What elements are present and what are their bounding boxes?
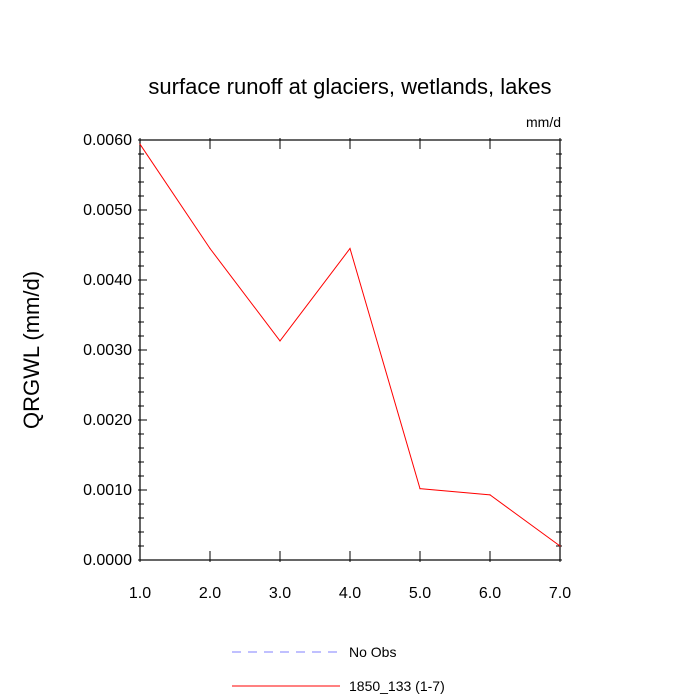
- legend-label-no-obs: No Obs: [349, 644, 396, 660]
- data-point: [419, 488, 421, 490]
- x-tick-label: 5.0: [409, 585, 431, 602]
- data-point: [559, 545, 561, 547]
- y-tick-label: 0.0050: [83, 202, 132, 219]
- x-axis-tick-labels: 1.0 2.0 3.0 4.0 5.0 6.0 7.0: [129, 585, 571, 602]
- legend: No Obs 1850_133 (1-7): [232, 644, 445, 694]
- x-tick-label: 2.0: [199, 585, 221, 602]
- series-layer: [139, 143, 561, 547]
- data-point: [349, 247, 351, 250]
- data-point: [489, 494, 491, 496]
- x-tick-label: 3.0: [269, 585, 291, 602]
- y-axis-ticks: [138, 139, 562, 561]
- y-tick-label: 0.0020: [83, 412, 132, 429]
- y-axis-tick-labels: 0.0000 0.0010 0.0020 0.0030 0.0040 0.0050 0.00…: [83, 132, 132, 569]
- x-tick-label: 6.0: [479, 585, 501, 602]
- chart-title: surface runoff at glaciers, wetlands, la…: [148, 74, 551, 99]
- x-tick-label: 4.0: [339, 585, 361, 602]
- y-tick-label: 0.0030: [83, 342, 132, 359]
- y-tick-label: 0.0060: [83, 132, 132, 149]
- data-point: [279, 340, 281, 342]
- units-label: mm/d: [526, 114, 561, 130]
- x-axis-ticks: [139, 138, 561, 562]
- data-point: [209, 247, 211, 250]
- plot-frame: [139, 139, 561, 561]
- y-axis-label: QRGWL (mm/d): [19, 271, 44, 429]
- y-tick-label: 0.0000: [83, 552, 132, 569]
- legend-label-1850-133: 1850_133 (1-7): [349, 678, 445, 694]
- data-point: [139, 143, 141, 145]
- y-tick-label: 0.0010: [83, 482, 132, 499]
- series-line: [139, 143, 561, 547]
- x-tick-label: 1.0: [129, 585, 151, 602]
- x-tick-label: 7.0: [549, 585, 571, 602]
- y-tick-label: 0.0040: [83, 272, 132, 289]
